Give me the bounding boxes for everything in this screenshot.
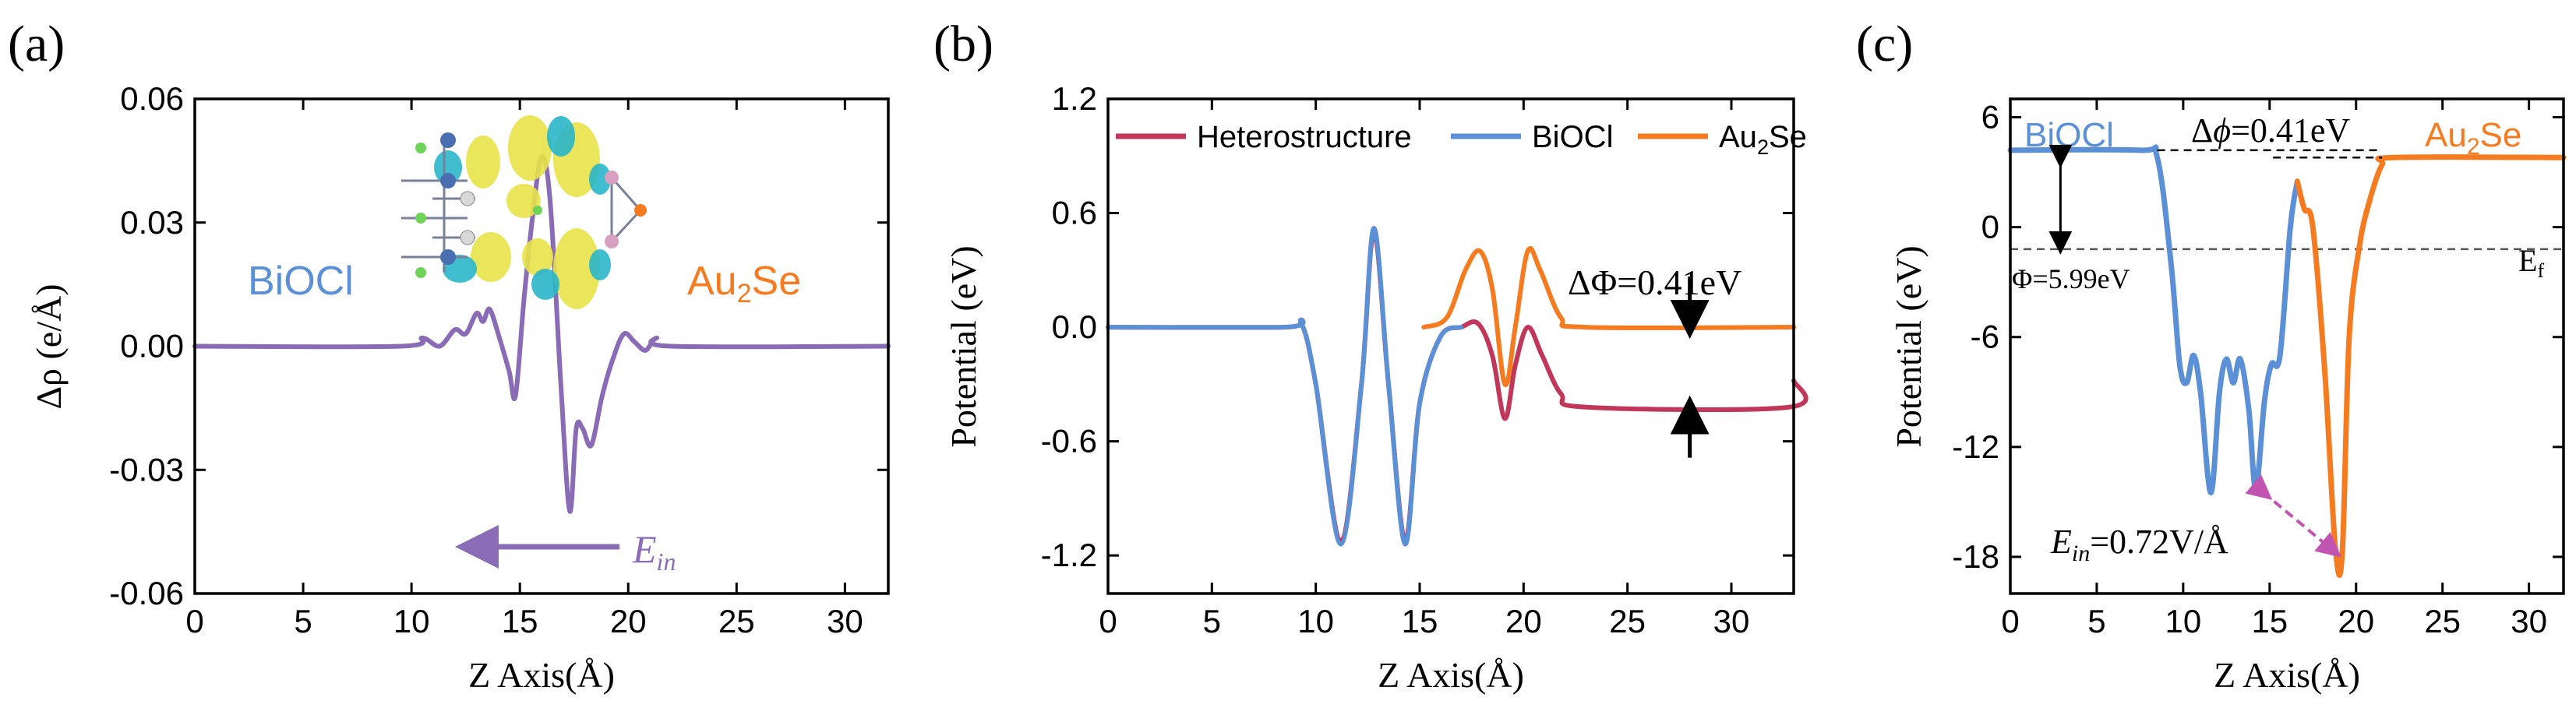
c-x-tick-label: 25	[2424, 603, 2461, 639]
c-delta-phi-dashes	[2157, 149, 2383, 159]
c-y-tick-labels: 6 0 -6 -12 -18	[1952, 99, 2564, 575]
c-field-arrow	[2245, 474, 2341, 558]
b-y-tick-label: 1.2	[1052, 80, 1097, 117]
a-y-tick-labels: 0.06 0.03 0.00 -0.03 -0.06	[109, 80, 888, 611]
c-series-au2se	[2294, 154, 2567, 578]
panel-label-c: (c)	[1856, 16, 1913, 72]
b-series-au2se	[1421, 246, 1796, 388]
a-x-axis-label: Z Axis(Å)	[468, 655, 615, 695]
c-phi-label: Φ=5.99eV	[2012, 263, 2130, 294]
a-x-tick-label: 15	[502, 603, 538, 639]
b-x-axis-label: Z Axis(Å)	[1378, 655, 1524, 695]
c-x-tick-label: 0	[2001, 603, 2019, 639]
b-y-axis-label: Potential (eV)	[944, 245, 983, 447]
c-y-tick-label: -18	[1952, 538, 1999, 575]
b-y-tick-label: 0.6	[1052, 195, 1097, 231]
c-x-tick-labels: 0 5 10 15 20 25 30	[2001, 99, 2547, 639]
a-y-tick-label: -0.03	[109, 451, 184, 488]
a-y-tick-label: 0.06	[120, 80, 184, 117]
panel-a: (a) 0.060.030.00-0.03-0.06 0 5 10 15 20 25 30 …	[8, 16, 891, 695]
b-x-tick-label: 10	[1297, 603, 1334, 639]
a-plot-frame	[193, 97, 890, 595]
c-delta-phi-label: Δϕ=0.41eV	[2191, 111, 2350, 150]
c-x-axis-label: Z Axis(Å)	[2214, 655, 2360, 695]
b-x-tick-label: 5	[1203, 603, 1221, 639]
b-delta-phi-label: ΔΦ=0.41eV	[1568, 262, 1741, 302]
panel-label-b: (b)	[933, 16, 993, 72]
b-x-tick-label: 0	[1099, 603, 1117, 639]
c-x-tick-label: 15	[2251, 603, 2288, 639]
b-y-tick-label: -0.6	[1041, 423, 1097, 460]
b-x-tick-label: 30	[1713, 603, 1750, 639]
c-field-label: Ein=0.72V/Å	[2050, 523, 2228, 566]
c-y-tick-label: 6	[1981, 99, 1999, 136]
a-bioci-label: BiOCl	[248, 259, 354, 304]
a-x-tick-label: 5	[294, 603, 312, 639]
legend-label-biocl: BiOCl	[1532, 120, 1613, 154]
c-plot-frame	[2009, 97, 2565, 595]
panel-c: (c) 6 0 -6 -12 -18 0 5 10 15 20 25 30 Z Axis(Å) Po…	[1856, 16, 2567, 695]
a-au2se-label: Au2Se	[687, 259, 801, 308]
c-x-tick-label: 20	[2338, 603, 2374, 639]
c-x-tick-label: 10	[2165, 603, 2202, 639]
a-x-tick-label: 10	[393, 603, 430, 639]
c-x-tick-label: 30	[2511, 603, 2547, 639]
c-au2se-label: Au2Se	[2425, 116, 2521, 160]
b-y-tick-labels: 1.2 0.6 0.0 -0.6 -1.2	[1041, 80, 1794, 573]
c-biocl-label: BiOCl	[2024, 116, 2114, 154]
c-x-tick-label: 5	[2087, 603, 2105, 639]
panel-label-a: (a)	[8, 16, 65, 72]
a-x-tick-label: 0	[185, 603, 203, 639]
c-y-tick-label: -12	[1952, 428, 1999, 465]
c-series-group	[2007, 144, 2567, 578]
b-x-tick-labels: 0 5 10 15 20 25 30	[1099, 99, 1749, 639]
panel-b: (b) 1.2 0.6 0.0 -0.6 -1.2 0 5 10 15 20 25 30 Z Axi…	[933, 16, 1808, 695]
a-charge-density-inset	[401, 115, 647, 309]
a-y-tick-label: 0.03	[120, 204, 184, 241]
a-y-tick-label: -0.06	[109, 575, 184, 611]
b-y-tick-label: -1.2	[1041, 537, 1097, 573]
a-y-tick-label: 0.00	[120, 328, 184, 365]
a-field-label: Ein	[632, 527, 676, 576]
a-x-tick-labels: 0 5 10 15 20 25 30	[185, 99, 863, 639]
b-series-biocl	[1106, 226, 1464, 547]
c-y-tick-label: 0	[1981, 209, 1999, 245]
b-x-tick-label: 15	[1402, 603, 1438, 639]
b-legend: Heterostructure BiOCl Au2Se	[1116, 120, 1807, 159]
legend-label-au2se: Au2Se	[1719, 120, 1807, 159]
c-fermi-label: Ef	[2518, 243, 2544, 282]
legend-label-heterostructure: Heterostructure	[1197, 120, 1412, 154]
b-plot-frame	[1106, 97, 1795, 595]
c-y-tick-label: -6	[1971, 319, 1999, 355]
b-x-tick-label: 20	[1505, 603, 1542, 639]
b-y-tick-label: 0.0	[1052, 308, 1097, 345]
a-x-tick-label: 25	[718, 603, 755, 639]
a-y-axis-label: Δρ (e/Å)	[29, 284, 69, 409]
b-x-tick-label: 25	[1609, 603, 1646, 639]
a-x-tick-label: 30	[827, 603, 863, 639]
a-x-tick-label: 20	[610, 603, 647, 639]
c-y-axis-label: Potential (eV)	[1889, 245, 1928, 447]
c-series-biocl	[2007, 144, 2300, 496]
b-series-group	[1106, 226, 1808, 547]
